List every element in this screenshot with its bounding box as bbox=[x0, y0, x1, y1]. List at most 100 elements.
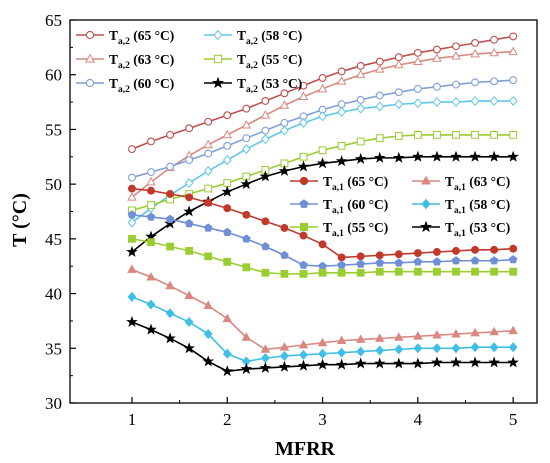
data-point bbox=[508, 342, 518, 353]
legend-entry-a1-0: Ta,1 (65 °C) bbox=[290, 174, 388, 193]
data-point bbox=[413, 249, 422, 258]
data-point bbox=[203, 300, 213, 309]
data-point bbox=[336, 335, 347, 345]
data-point bbox=[432, 53, 442, 62]
data-point bbox=[507, 150, 519, 162]
legend-entry-a2-0: Ta,2 (65 °C) bbox=[76, 28, 174, 47]
data-point bbox=[279, 100, 290, 109]
data-point bbox=[412, 357, 424, 369]
legend-entry-a2-4: Ta,2 (55 °C) bbox=[204, 52, 302, 71]
data-point bbox=[299, 231, 308, 240]
data-point bbox=[204, 117, 213, 126]
data-point bbox=[318, 261, 327, 270]
data-point bbox=[451, 343, 461, 354]
data-point bbox=[509, 267, 518, 276]
data-point bbox=[413, 331, 423, 340]
data-point bbox=[299, 349, 308, 360]
data-point bbox=[452, 42, 460, 51]
y-tick-label: 55 bbox=[45, 120, 62, 139]
legend-entry-a1-2: Ta,1 (60 °C) bbox=[290, 197, 388, 216]
x-axis-title: MFRR bbox=[275, 438, 336, 460]
data-point bbox=[145, 323, 157, 335]
data-point bbox=[261, 166, 270, 174]
data-point bbox=[433, 267, 441, 276]
data-point bbox=[223, 204, 232, 213]
data-point bbox=[222, 313, 233, 323]
data-point bbox=[413, 131, 422, 139]
x-tick-label: 1 bbox=[128, 410, 137, 429]
series-a1-6 bbox=[127, 184, 518, 262]
data-point bbox=[452, 267, 460, 276]
legend-marker bbox=[211, 76, 225, 89]
data-point bbox=[432, 257, 442, 266]
data-point bbox=[203, 166, 213, 177]
data-point bbox=[317, 337, 328, 347]
data-point bbox=[509, 32, 518, 41]
data-point bbox=[147, 238, 155, 247]
legend-entry-a1-4: Ta,1 (55 °C) bbox=[290, 220, 388, 239]
data-point bbox=[222, 348, 232, 359]
data-point bbox=[261, 126, 270, 135]
data-point bbox=[184, 219, 194, 228]
data-point bbox=[297, 160, 310, 172]
legend-marker bbox=[85, 53, 95, 63]
data-point bbox=[204, 149, 213, 158]
data-point bbox=[185, 193, 194, 202]
data-point bbox=[490, 267, 499, 276]
series-a1-9 bbox=[127, 291, 518, 367]
data-point bbox=[222, 129, 233, 139]
data-point bbox=[317, 83, 328, 93]
data-point bbox=[452, 131, 460, 139]
data-point bbox=[280, 223, 289, 232]
data-point bbox=[242, 210, 251, 219]
data-point bbox=[126, 315, 138, 327]
data-point bbox=[337, 253, 346, 262]
data-point bbox=[146, 272, 156, 281]
data-point bbox=[356, 268, 365, 277]
data-point bbox=[471, 245, 480, 254]
data-point bbox=[280, 118, 289, 127]
data-point bbox=[356, 259, 365, 268]
data-point bbox=[375, 57, 384, 66]
data-point bbox=[373, 357, 386, 369]
data-point bbox=[278, 164, 291, 176]
data-point bbox=[375, 134, 384, 143]
data-point bbox=[280, 350, 289, 361]
legend-marker bbox=[213, 54, 223, 64]
data-point bbox=[278, 360, 291, 372]
data-point bbox=[470, 95, 480, 106]
data-point bbox=[127, 210, 137, 219]
legend-label: Ta,1 (60 °C) bbox=[323, 197, 388, 216]
legend-label: Ta,1 (55 °C) bbox=[323, 220, 388, 239]
y-axis-title: T (°C) bbox=[9, 193, 31, 247]
data-point bbox=[240, 178, 253, 190]
data-point bbox=[127, 291, 137, 302]
data-point bbox=[355, 69, 366, 79]
data-point bbox=[242, 134, 251, 143]
data-point bbox=[242, 104, 251, 113]
data-point bbox=[260, 134, 270, 145]
series-a1-8 bbox=[127, 210, 518, 270]
data-point bbox=[373, 151, 386, 163]
data-point bbox=[261, 241, 270, 251]
legend-label: Ta,1 (65 °C) bbox=[323, 174, 388, 193]
legend-marker bbox=[213, 29, 223, 41]
series-a2-5 bbox=[126, 150, 519, 257]
data-point bbox=[450, 150, 462, 162]
data-point bbox=[413, 343, 423, 354]
data-point bbox=[261, 97, 270, 105]
series-a1-11 bbox=[126, 315, 519, 377]
data-point bbox=[375, 91, 384, 100]
data-point bbox=[413, 257, 423, 266]
data-point bbox=[337, 106, 347, 117]
data-point bbox=[413, 267, 422, 276]
data-point bbox=[261, 268, 270, 277]
data-point bbox=[375, 345, 385, 356]
data-point bbox=[204, 198, 213, 207]
data-point bbox=[127, 184, 136, 193]
data-point bbox=[356, 103, 366, 114]
series-a1-10 bbox=[128, 234, 518, 278]
data-point bbox=[183, 342, 195, 354]
legend-entry-a1-1: Ta,1 (63 °C) bbox=[412, 174, 510, 193]
